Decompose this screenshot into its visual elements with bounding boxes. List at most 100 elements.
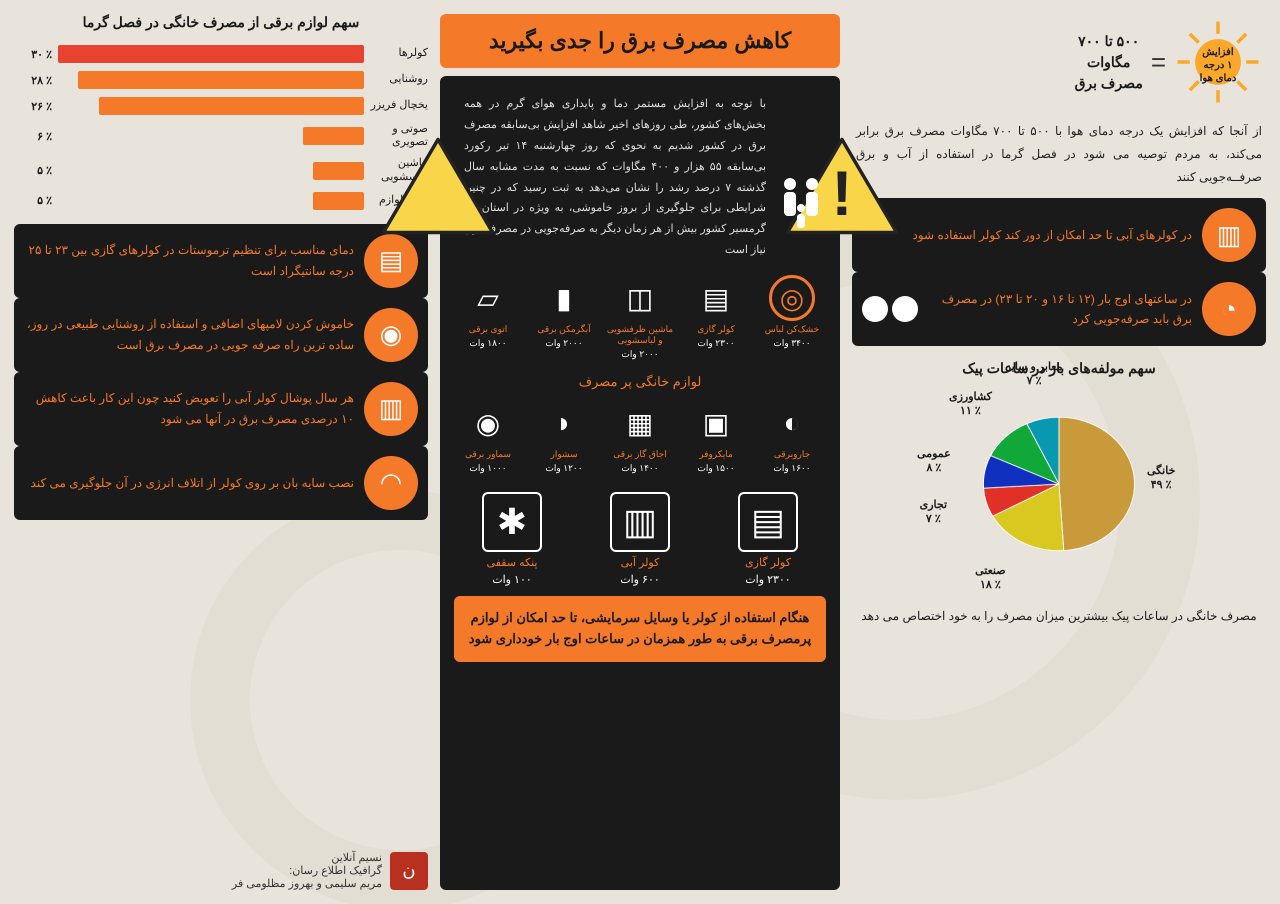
appliance-icon: ▤	[693, 275, 739, 321]
tip-icon: ▤	[364, 234, 418, 288]
bar-title: سهم لوازم برقی از مصرف خانگی در فصل گرما	[14, 14, 428, 31]
bar-pct: ٪ ۶	[14, 130, 52, 143]
cooler-item: ▥ کولر آبی ۶۰۰ وات	[582, 492, 698, 586]
appliance-icon: ◎	[769, 275, 815, 321]
bar-fill	[78, 71, 364, 89]
cooler-icon: ▤	[738, 492, 798, 552]
bar-fill	[313, 192, 364, 210]
appliance-item: ◉ سماور برقی ۱۰۰۰ وات	[454, 400, 522, 474]
cooler-watt: ۲۳۰۰ وات	[745, 573, 790, 586]
appliance-name: کولر گازی	[697, 324, 735, 335]
pie-label: عمومی٪ ۸	[917, 447, 951, 476]
appliance-name: جاروبرقی	[774, 449, 810, 460]
bar-row: کولرها ٪ ۳۰	[14, 45, 428, 63]
bar-fill	[58, 45, 364, 63]
bar-pct: ٪ ۵	[14, 194, 52, 207]
right-note: از آنجا که افزایش یک درجه دمای هوا با ۵۰…	[852, 120, 1266, 188]
appliance-watt: ۱۲۰۰ وات	[545, 463, 582, 474]
bottom-banner: هنگام استفاده از کولر یا وسایل سرمایشی، …	[454, 596, 826, 662]
cooler-icon: ▥	[610, 492, 670, 552]
bar-label: کولرها	[370, 47, 428, 60]
appliance-watt: ۱۶۰۰ وات	[773, 463, 810, 474]
tip-card: ▥ در کولرهای آبی تا حد امکان از دور کند ک…	[852, 198, 1266, 272]
cooler-row: ▤ کولر گازی ۲۳۰۰ وات ▥ کولر آبی ۶۰۰ وات ✱ پنکه …	[454, 492, 826, 586]
bar-row: صوتی و تصویری٪ ۶	[14, 123, 428, 149]
appliance-watt: ۱۴۰۰ وات	[621, 463, 658, 474]
appliance-item: ◫ ماشین ظرفشویی و لباسشویی ۲۰۰۰ وات	[606, 275, 674, 360]
appliance-name: سماور برقی	[465, 449, 511, 460]
appliance-name: اتوی برقی	[469, 324, 507, 335]
cooler-name: کولر گازی	[745, 556, 791, 569]
appliance-item: ▣مایکروفر۱۵۰۰ وات	[682, 400, 750, 474]
right-column: افزایش۱ درجهدمای هوا = ۵۰۰ تا ۷۰۰مگاواتم…	[852, 14, 1266, 890]
appliance-icon: ◉	[465, 400, 511, 446]
pie-slice	[1059, 418, 1135, 551]
bar-pct: ٪ ۲۸	[14, 74, 52, 87]
tip-card: ◠ نصب سایه بان بر روی کولر از اتلاف انرژی…	[14, 446, 428, 520]
appliance-icon: ▱	[465, 275, 511, 321]
appliance-watt: ۱۵۰۰ وات	[697, 463, 734, 474]
bar-label: روشنایی	[370, 73, 428, 86]
intro-text: با توجه به افزایش مستمر دما و پایداری هو…	[464, 94, 766, 261]
tip-text: در کولرهای آبی تا حد امکان از دور کند کو…	[913, 225, 1192, 245]
tip-card: ◉خاموش کردن لامپهای اضافی و استفاده از ر…	[14, 298, 428, 372]
bar-row: سایر لوازم٪ ۵	[14, 192, 428, 210]
bar-label: یخچال فریزر	[370, 99, 428, 112]
warn-triangle-left	[378, 136, 498, 236]
cooler-icon: ✱	[482, 492, 542, 552]
tip-text: هر سال پوشال کولر آبی را تعویض کنید چون …	[24, 388, 354, 429]
megawatt-text: ۵۰۰ تا ۷۰۰مگاواتمصرف برق	[1075, 31, 1143, 94]
appliance-item: ▤ کولر گازی ۲۳۰۰ وات	[682, 275, 750, 360]
pie-label: صنعتی٪ ۱۸	[975, 564, 1005, 593]
bar-pct: ٪ ۳۰	[14, 48, 52, 61]
bar-fill	[99, 97, 364, 115]
tip-card: ▤دمای مناسب برای تنظیم ترموستات در کولره…	[14, 224, 428, 298]
appliance-watt: ۲۰۰۰ وات	[545, 338, 582, 349]
appliances-subtitle: لوازم خانگی پر مصرف	[454, 374, 826, 390]
appliance-watt: ۲۳۰۰ وات	[697, 338, 734, 349]
appliance-name: خشک‌کن لباس	[765, 324, 819, 335]
tip-text: نصب سایه بان بر روی کولر از اتلاف انرژی …	[31, 473, 354, 493]
family-icon	[776, 176, 826, 236]
appliance-watt: ۱۰۰۰ وات	[469, 463, 506, 474]
appliance-watt: ۱۸۰۰ وات	[469, 338, 506, 349]
tip-icon: ◔	[1202, 282, 1256, 336]
pie-label: خانگی٪ ۴۹	[1147, 464, 1175, 493]
credit: ن نسیم آنلاین گرافیک اطلاع رسان: مریم سل…	[14, 843, 428, 890]
appliance-name: ماشین ظرفشویی و لباسشویی	[606, 324, 674, 346]
cooler-name: پنکه سقفی	[487, 556, 538, 569]
bar-row: ماشین لباسشویی٪ ۵	[14, 157, 428, 183]
tip-text: در ساعتهای اوج بار (۱۲ تا ۱۶ و ۲۰ تا ۲۳)…	[928, 289, 1192, 330]
appliance-name: سشوار	[550, 449, 577, 460]
pie-label: تجاری٪ ۷	[920, 498, 947, 527]
bar-pct: ٪ ۲۶	[14, 100, 52, 113]
appliance-item: ▮آبگرمکن برقی۲۰۰۰ وات	[530, 275, 598, 360]
cooler-watt: ۶۰۰ وات	[620, 573, 660, 586]
appliance-icon: ▣	[693, 400, 739, 446]
cooler-item: ▤ کولر گازی ۲۳۰۰ وات	[710, 492, 826, 586]
appliance-icon: ◗	[541, 400, 587, 446]
appliance-icon: ▦	[617, 400, 663, 446]
bar-pct: ٪ ۵	[14, 164, 52, 177]
main-title: کاهش مصرف برق را جدی بگیرید	[440, 14, 840, 68]
tip-card: ▥هر سال پوشال کولر آبی را تعویض کنید چون…	[14, 372, 428, 446]
sun-icon: افزایش۱ درجهدمای هوا	[1174, 18, 1262, 106]
source-logo: ن	[390, 852, 428, 890]
appliance-watt: ۲۰۰۰ وات	[621, 349, 658, 360]
sun-equation: افزایش۱ درجهدمای هوا = ۵۰۰ تا ۷۰۰مگاواتم…	[852, 14, 1266, 110]
appliance-watt: ۳۴۰۰ وات	[773, 338, 810, 349]
appliance-name: اجاق گاز برقی	[613, 449, 666, 460]
tip-icon: ▥	[1202, 208, 1256, 262]
appliance-name: آبگرمکن برقی	[537, 324, 590, 335]
cooler-name: کولر آبی	[621, 556, 660, 569]
svg-text:!: !	[832, 159, 853, 229]
appliance-icon: ◫	[617, 275, 663, 321]
appliance-item: ▱ اتوی برقی ۱۸۰۰ وات	[454, 275, 522, 360]
tip-icon: ◠	[364, 456, 418, 510]
appliance-grid-bottom: ◐ جاروبرقی ۱۶۰۰ وات ▣مایکروفر۱۵۰۰ وات ▦ اجاق …	[454, 400, 826, 474]
appliance-item: ◎ خشک‌کن لباس ۳۴۰۰ وات	[758, 275, 826, 360]
pie-label: معابر و سایر٪ ۷	[1006, 360, 1063, 389]
tip-text: خاموش کردن لامپهای اضافی و استفاده از رو…	[24, 314, 354, 355]
pie-label: کشاورزی٪ ۱۱	[949, 390, 992, 419]
appliance-icon: ◐	[769, 400, 815, 446]
